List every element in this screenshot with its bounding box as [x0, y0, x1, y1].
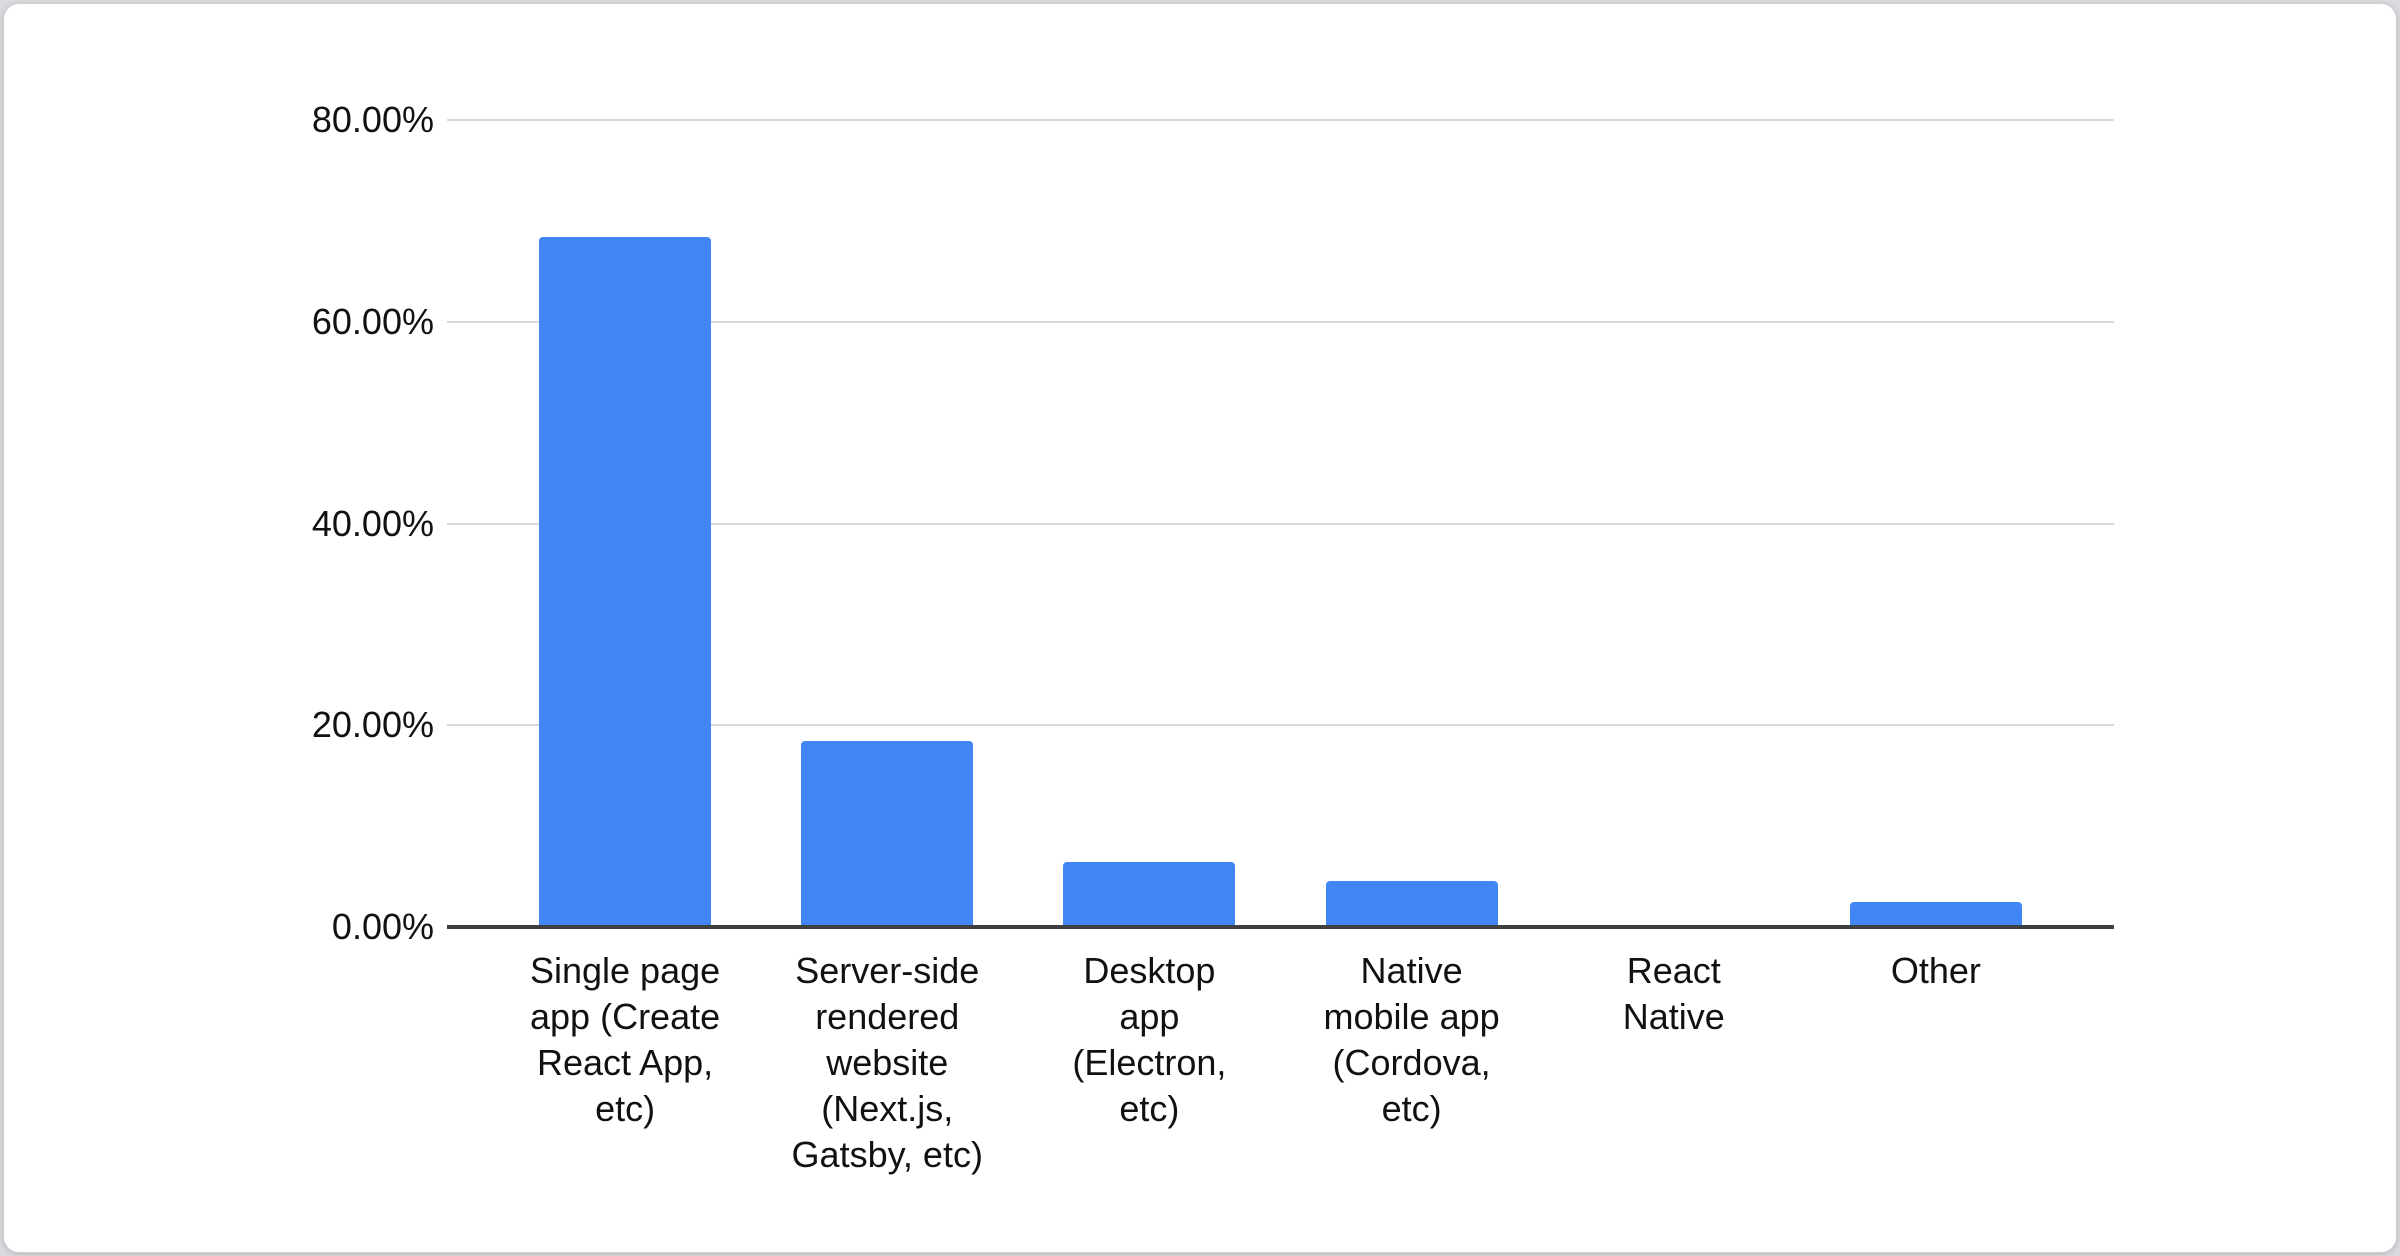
bar[interactable] — [539, 237, 712, 927]
x-axis-category-label: Desktop app (Electron, etc) — [1072, 950, 1227, 1129]
gridline — [447, 724, 2114, 727]
bar-chart-plot-area: 80.00% 60.00% 40.00% 20.00% 0.00% Single page… — [4, 4, 2396, 1252]
bar[interactable] — [801, 741, 974, 927]
y-axis-tick-label: 80.00% — [311, 99, 434, 140]
gridline — [447, 522, 2114, 525]
x-axis-category-label: Native mobile app (Cordova, etc) — [1323, 950, 1500, 1129]
x-axis-baseline — [447, 925, 2114, 929]
y-axis-tick-label: 0.00% — [331, 906, 434, 947]
chart-card: 80.00% 60.00% 40.00% 20.00% 0.00% Single page… — [3, 3, 2397, 1253]
y-axis-tick-label: 60.00% — [311, 300, 434, 342]
x-axis-category-label: Server-side rendered website (Next.js, G… — [791, 950, 983, 1175]
y-axis-tick-label: 20.00% — [311, 704, 434, 746]
gridline — [447, 320, 2114, 323]
x-axis-category-label: Other — [1890, 950, 1981, 991]
bar[interactable] — [1063, 862, 1236, 927]
y-axis-tick-label: 40.00% — [311, 502, 434, 544]
bar[interactable] — [1849, 902, 2022, 927]
x-axis-category-label: Single page app (Create React App, etc) — [529, 950, 721, 1129]
bar[interactable] — [1325, 881, 1498, 927]
x-axis-category-label: React Native — [1622, 950, 1725, 1037]
gridline — [447, 119, 2114, 121]
